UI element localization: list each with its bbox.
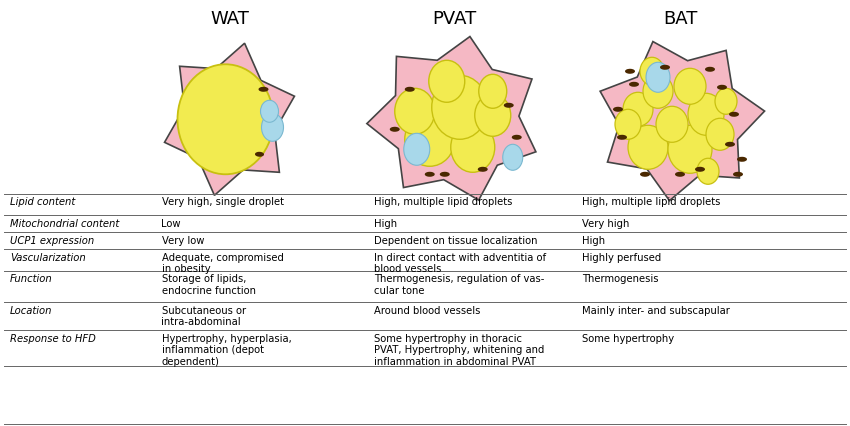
Polygon shape: [600, 42, 765, 201]
Ellipse shape: [717, 85, 727, 90]
Ellipse shape: [615, 109, 641, 139]
Ellipse shape: [668, 125, 712, 173]
Ellipse shape: [439, 172, 450, 177]
Text: Vascularization: Vascularization: [10, 253, 86, 262]
Ellipse shape: [706, 118, 734, 150]
Ellipse shape: [390, 127, 400, 132]
Ellipse shape: [660, 65, 670, 70]
Ellipse shape: [479, 74, 507, 108]
Text: UCP1 expression: UCP1 expression: [10, 236, 94, 245]
Ellipse shape: [688, 93, 724, 135]
Text: High, multiple lipid droplets: High, multiple lipid droplets: [582, 197, 721, 207]
Text: Function: Function: [10, 274, 53, 284]
Ellipse shape: [502, 144, 523, 170]
Text: Response to HFD: Response to HFD: [10, 334, 96, 343]
Text: Mainly inter- and subscapular: Mainly inter- and subscapular: [582, 306, 730, 316]
Ellipse shape: [450, 122, 495, 172]
Ellipse shape: [178, 64, 274, 174]
Text: Hypertrophy, hyperplasia,
inflammation (depot
dependent): Hypertrophy, hyperplasia, inflammation (…: [162, 334, 292, 367]
Ellipse shape: [425, 172, 434, 177]
Text: Location: Location: [10, 306, 53, 316]
Ellipse shape: [262, 113, 284, 141]
Ellipse shape: [715, 88, 737, 114]
Text: Lipid content: Lipid content: [10, 197, 76, 207]
Ellipse shape: [623, 92, 653, 126]
Ellipse shape: [394, 88, 434, 134]
Ellipse shape: [629, 82, 639, 87]
Ellipse shape: [504, 103, 513, 108]
Ellipse shape: [675, 172, 685, 177]
Ellipse shape: [478, 167, 488, 172]
Ellipse shape: [674, 68, 706, 104]
Text: Very high, single droplet: Very high, single droplet: [162, 197, 284, 207]
Text: Mitochondrial content: Mitochondrial content: [10, 219, 120, 228]
Text: Around blood vessels: Around blood vessels: [374, 306, 480, 316]
Ellipse shape: [705, 67, 715, 72]
Ellipse shape: [613, 107, 623, 112]
Ellipse shape: [643, 74, 673, 108]
Text: Dependent on tissue localization: Dependent on tissue localization: [374, 236, 537, 245]
Text: Very low: Very low: [162, 236, 204, 245]
Ellipse shape: [625, 69, 635, 74]
Polygon shape: [367, 37, 536, 200]
Ellipse shape: [404, 133, 430, 165]
Ellipse shape: [260, 100, 279, 122]
Ellipse shape: [475, 94, 511, 136]
Text: Some hypertrophy in thoracic
PVAT, Hypertrophy, whitening and
inflammation in ab: Some hypertrophy in thoracic PVAT, Hyper…: [374, 334, 544, 367]
Text: Thermogenesis: Thermogenesis: [582, 274, 659, 284]
Text: BAT: BAT: [663, 10, 697, 28]
Ellipse shape: [432, 75, 488, 139]
Ellipse shape: [405, 112, 455, 166]
Text: Storage of lipids,
endocrine function: Storage of lipids, endocrine function: [162, 274, 256, 296]
Ellipse shape: [255, 152, 264, 157]
Text: Subcutaneous or
intra-abdominal: Subcutaneous or intra-abdominal: [162, 306, 246, 328]
Ellipse shape: [405, 87, 415, 92]
Ellipse shape: [695, 167, 705, 172]
Ellipse shape: [737, 157, 747, 162]
Ellipse shape: [725, 142, 735, 147]
Ellipse shape: [733, 172, 743, 177]
Ellipse shape: [729, 112, 739, 117]
Ellipse shape: [617, 135, 627, 140]
Ellipse shape: [646, 62, 670, 92]
Text: High: High: [374, 219, 397, 228]
Ellipse shape: [656, 106, 688, 142]
Text: Adequate, compromised
in obesity: Adequate, compromised in obesity: [162, 253, 283, 274]
Text: Thermogenesis, regulation of vas-
cular tone: Thermogenesis, regulation of vas- cular …: [374, 274, 544, 296]
Ellipse shape: [640, 57, 664, 85]
Text: PVAT: PVAT: [433, 10, 477, 28]
Ellipse shape: [258, 87, 269, 92]
Text: In direct contact with adventitia of
blood vessels: In direct contact with adventitia of blo…: [374, 253, 546, 274]
Ellipse shape: [697, 158, 719, 184]
Ellipse shape: [640, 172, 650, 177]
Ellipse shape: [628, 125, 668, 169]
Text: High, multiple lipid droplets: High, multiple lipid droplets: [374, 197, 513, 207]
Text: Very high: Very high: [582, 219, 630, 228]
Text: Some hypertrophy: Some hypertrophy: [582, 334, 674, 343]
Text: Low: Low: [162, 219, 181, 228]
Text: Highly perfused: Highly perfused: [582, 253, 661, 262]
Text: WAT: WAT: [210, 10, 249, 28]
Ellipse shape: [428, 60, 465, 102]
Ellipse shape: [512, 135, 522, 140]
Text: High: High: [582, 236, 605, 245]
Polygon shape: [165, 43, 294, 196]
